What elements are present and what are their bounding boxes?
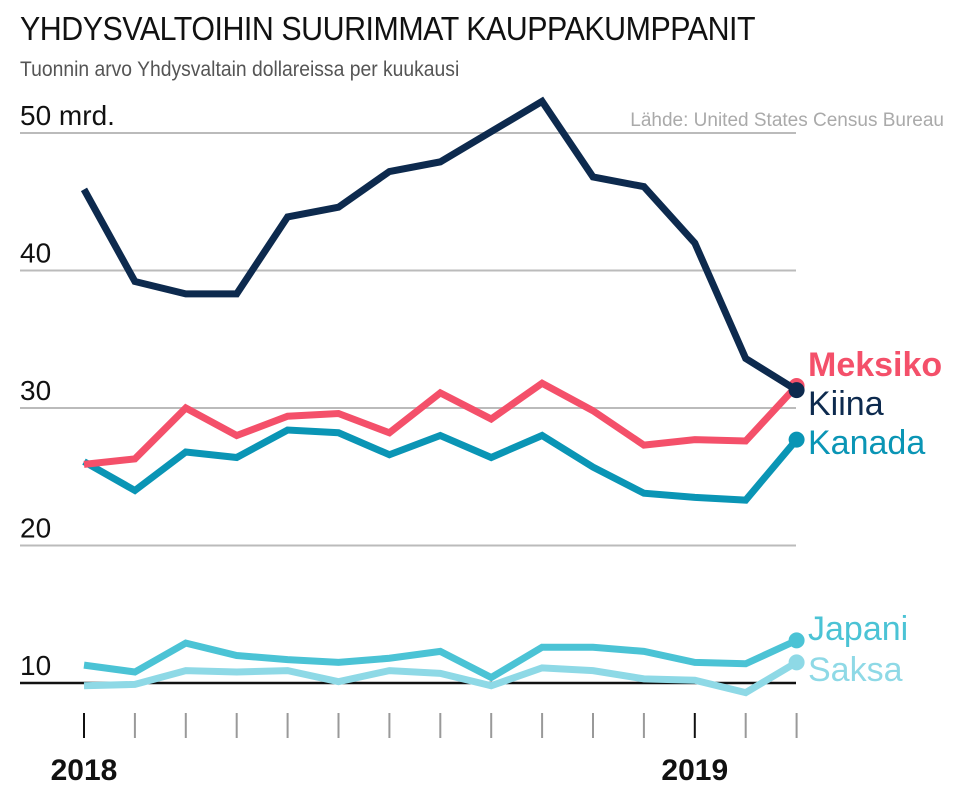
y-tick-label: 20 (20, 513, 51, 544)
chart-title: YHDYSVALTOIHIN SUURIMMAT KAUPPAKUMPPANIT (20, 10, 756, 47)
series-label-saksa: Saksa (808, 651, 903, 689)
series-line-saksa (83, 659, 799, 697)
source-note: Lähde: United States Census Bureau (630, 110, 944, 131)
series-label-meksiko: Meksiko (808, 346, 942, 384)
chart-subtitle: Tuonnin arvo Yhdysvaltain dollareissa pe… (20, 58, 460, 81)
series-label-kiina: Kiina (808, 385, 884, 423)
series-line-kiina (80, 96, 799, 394)
x-tick-label: 2019 (661, 754, 728, 787)
series-line-kanada (82, 426, 800, 504)
y-tick-label: 30 (20, 375, 51, 406)
y-tick-label: 10 (20, 650, 51, 681)
series-end-marker (788, 382, 805, 399)
y-tick-label: 40 (20, 238, 51, 269)
y-tick-label: 50 mrd. (20, 100, 115, 131)
series-end-marker (788, 654, 805, 671)
series-label-japani: Japani (808, 610, 908, 648)
series-end-marker (788, 431, 805, 448)
x-tick-label: 2018 (51, 754, 118, 787)
series-end-marker (788, 632, 805, 649)
series-label-kanada: Kanada (808, 424, 925, 462)
series-line-japani (83, 637, 799, 682)
series-line-meksiko (83, 379, 800, 468)
